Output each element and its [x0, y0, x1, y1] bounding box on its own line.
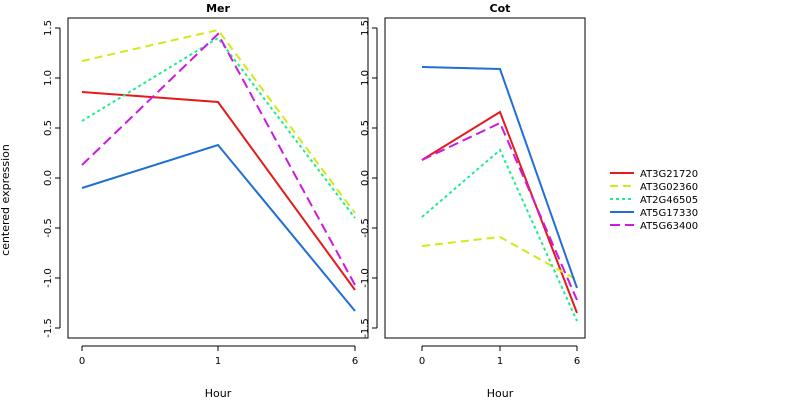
series-line-cot-at2g46505 [421, 148, 578, 322]
series-line-cot-at5g63400 [421, 121, 578, 301]
y-tick-label-cot: -0.5 [360, 218, 371, 238]
legend-label-at2g46505: AT2G46505 [640, 195, 698, 206]
y-tick-label-mer: -1.5 [43, 318, 54, 338]
y-tick-label-mer: -1.0 [43, 268, 54, 288]
y-tick-label-mer: 1.0 [43, 70, 54, 86]
y-tick-label-cot: -1.5 [360, 318, 371, 338]
series-line-mer-at3g21720 [81, 91, 356, 291]
y-tick-label-cot: -1.0 [360, 268, 371, 288]
legend-label-at3g02360: AT3G02360 [640, 182, 698, 193]
panel-cot-marks: -1.5 -1.0 -0.5 0.0 0.5 1.0 1.5 0 1 6 [360, 17, 586, 367]
y-tick-label-cot: 0.5 [360, 120, 371, 136]
panel-mer: Mer Hour -1.5 -1.0 -0.5 0.0 0.5 1.0 1.5 0 1 6 [43, 2, 369, 400]
series-line-mer-at2g46505 [81, 36, 356, 219]
series-line-cot-at5g17330 [421, 66, 578, 289]
y-tick-label-mer: 1.5 [43, 20, 54, 36]
y-tick-label-mer: 0.5 [43, 120, 54, 136]
series-line-cot-at3g02360 [421, 235, 578, 281]
x-tick-label-mer: 0 [79, 356, 85, 367]
y-tick-label-cot: 1.0 [360, 70, 371, 86]
x-tick-label-mer: 1 [215, 356, 221, 367]
panel-title-cot: Cot [490, 2, 511, 15]
y-tick-label-cot: 0.0 [360, 170, 371, 186]
legend-label-at3g21720: AT3G21720 [640, 169, 698, 180]
panel-title-mer: Mer [206, 2, 230, 15]
x-axis-title-cot: Hour [487, 387, 514, 400]
plot-frame-mer [67, 17, 369, 339]
x-tick-label-cot: 6 [574, 356, 580, 367]
y-tick-label-mer: -0.5 [43, 218, 54, 238]
plot-frame-cot [384, 17, 586, 339]
series-line-mer-at5g63400 [81, 32, 356, 286]
x-axis-title-mer: Hour [205, 387, 232, 400]
y-tick-label-cot: 1.5 [360, 20, 371, 36]
x-tick-label-mer: 6 [352, 356, 358, 367]
legend-box [604, 164, 704, 235]
y-tick-label-mer: 0.0 [43, 170, 54, 186]
panel-mer-marks: -1.5 -1.0 -0.5 0.0 0.5 1.0 1.5 0 1 6 [43, 17, 369, 367]
series-line-mer-at3g02360 [81, 28, 356, 214]
y-axis-title: centered expression [0, 144, 12, 256]
x-tick-label-cot: 0 [419, 356, 425, 367]
legend: AT3G21720 AT3G02360 AT2G46505 AT5G17330 AT5G… [604, 164, 704, 235]
x-tick-label-cot: 1 [497, 356, 503, 367]
series-line-cot-at3g21720 [421, 110, 578, 314]
series-line-mer-at5g17330 [81, 143, 356, 312]
legend-label-at5g17330: AT5G17330 [640, 208, 698, 219]
panel-cot: Cot Hour -1.5 -1.0 -0.5 0.0 0.5 1.0 1.5 0 1 6 [360, 2, 586, 400]
legend-label-at5g63400: AT5G63400 [640, 221, 698, 232]
